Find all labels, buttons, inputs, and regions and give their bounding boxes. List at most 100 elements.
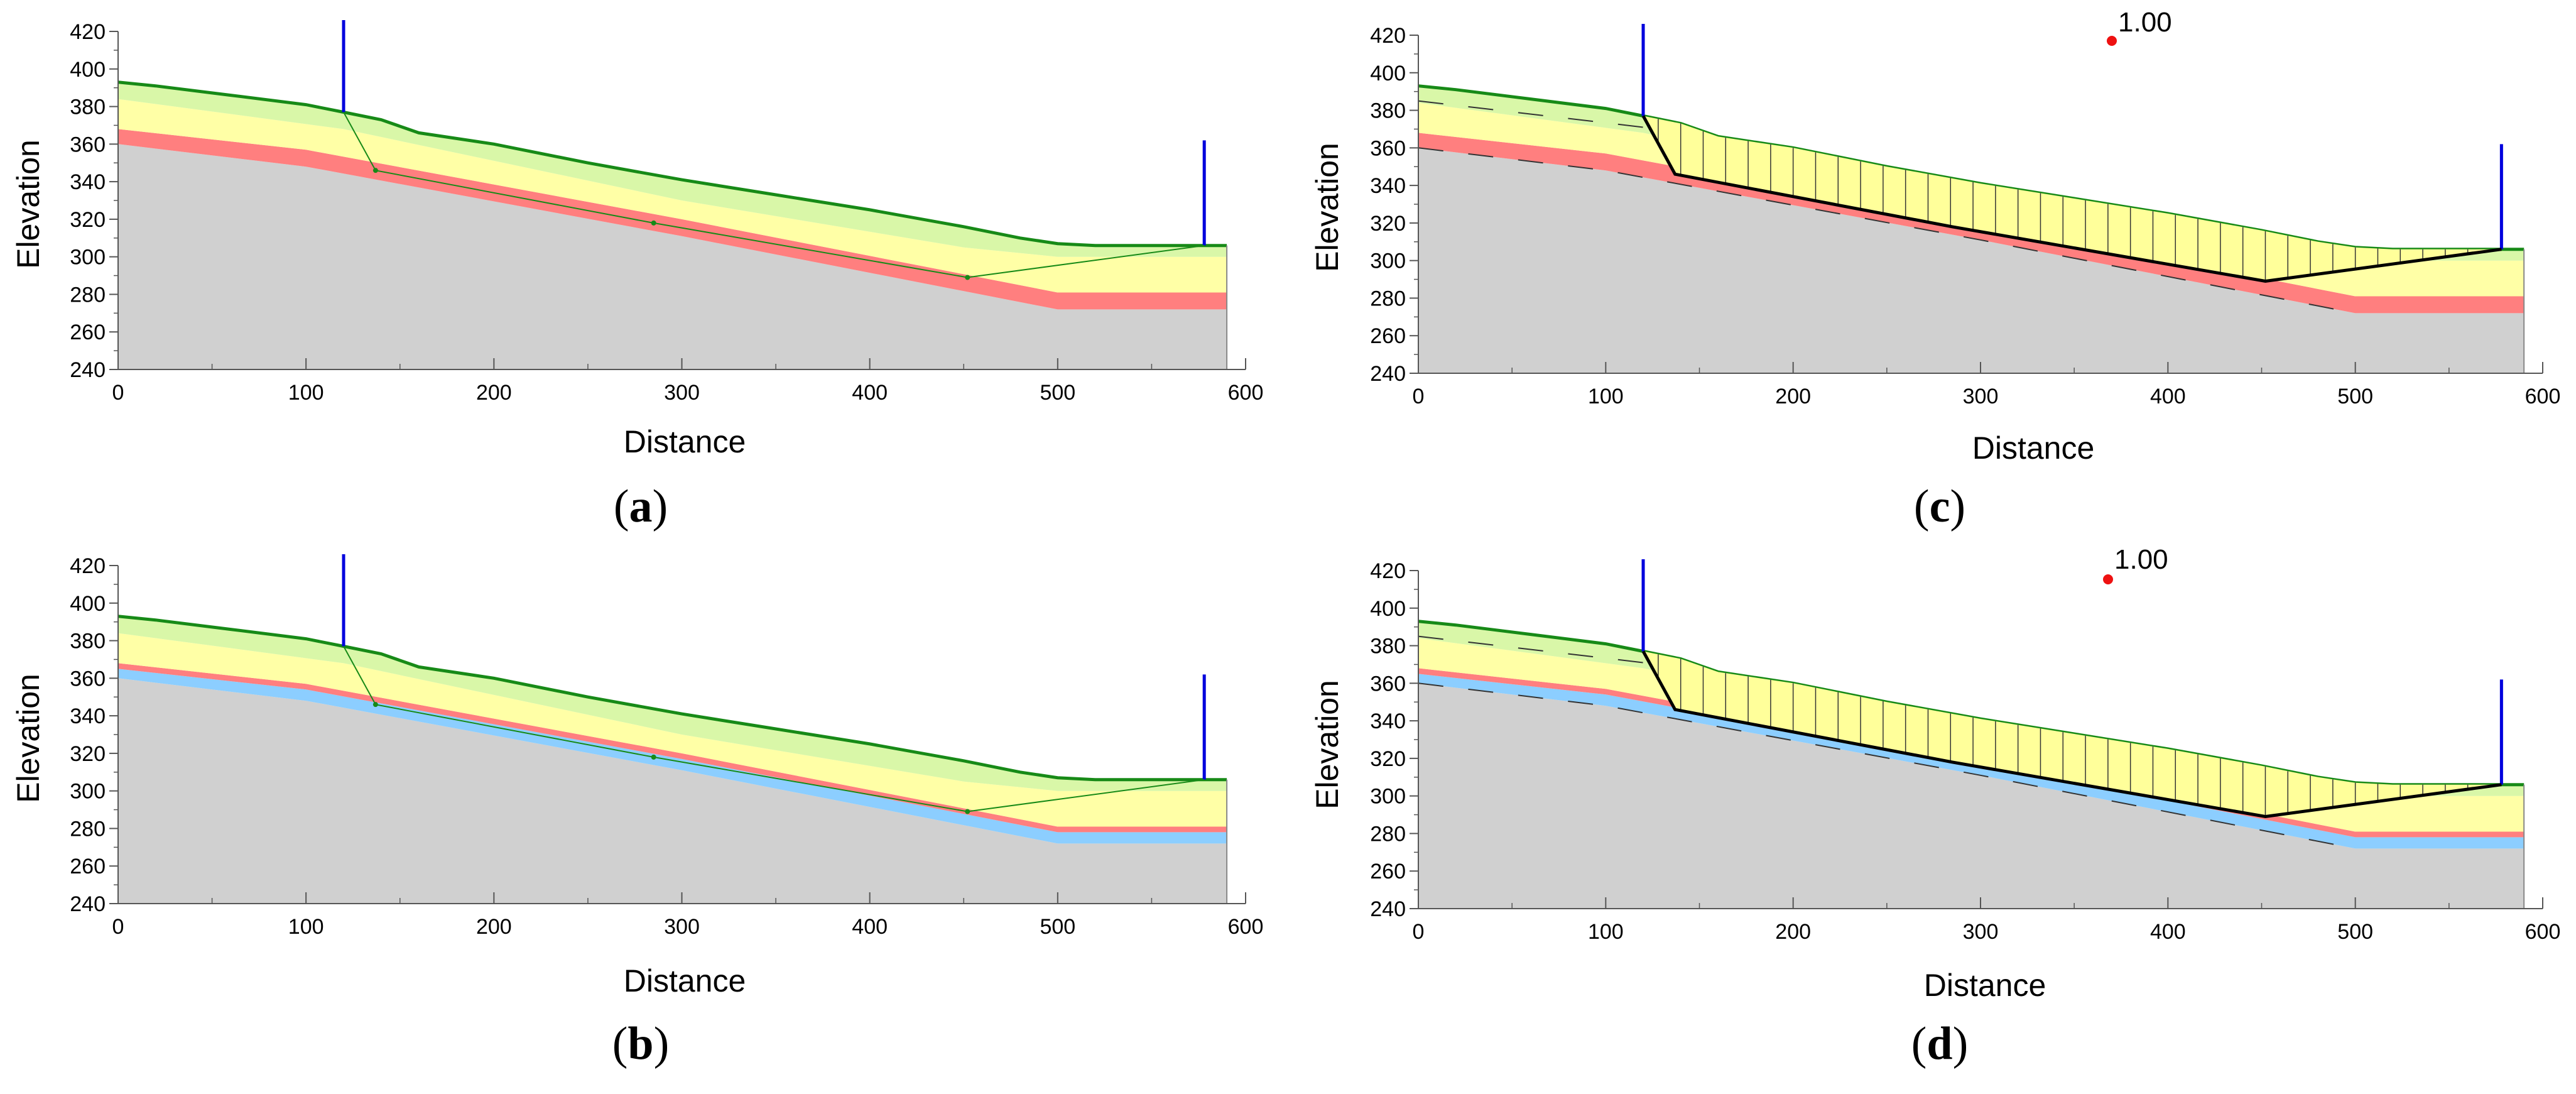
- y-tick-label: 420: [70, 20, 106, 44]
- y-axis-title: Elevation: [11, 139, 46, 269]
- panel-caption: (b): [612, 1018, 669, 1069]
- soil-layers: [117, 554, 1228, 904]
- soil-layers: [117, 20, 1228, 370]
- bedrock-layer: [1418, 148, 2524, 374]
- x-tick-label: 0: [112, 915, 124, 939]
- y-tick-label: 320: [70, 208, 106, 232]
- y-tick-label: 340: [1370, 709, 1406, 733]
- y-tick-label: 380: [70, 96, 106, 119]
- y-tick-label: 400: [70, 58, 106, 82]
- y-tick-label: 300: [70, 246, 106, 270]
- failure-surface-vertex: [651, 220, 656, 226]
- panel-d: 240 260 280 300 320 340 360 380 400 420 0 100 200 300…: [1310, 544, 2560, 1069]
- bedrock-layer: [1418, 683, 2524, 909]
- x-tick-label: 400: [2150, 385, 2186, 408]
- y-tick-label: 380: [70, 630, 106, 654]
- x-tick-label: 100: [1588, 920, 1624, 944]
- y-tick-label: 340: [70, 704, 106, 728]
- y-tick-label: 380: [1370, 635, 1406, 659]
- y-tick-label: 420: [1370, 24, 1406, 48]
- x-tick-label: 0: [1413, 385, 1425, 408]
- x-tick-label: 200: [1775, 385, 1811, 408]
- x-axis-title: Distance: [624, 963, 746, 998]
- x-tick-label: 600: [2525, 385, 2561, 408]
- y-tick-label: 280: [1370, 822, 1406, 846]
- axes: 240 260 280 300 320 340 360 380 400 420 0 100 200 300…: [70, 554, 1263, 939]
- y-tick-label: 360: [70, 667, 106, 691]
- x-tick-label: 600: [1228, 915, 1264, 939]
- slip-surface-group: [1418, 100, 2502, 314]
- x-tick-label: 400: [2150, 920, 2186, 944]
- x-axis-title: Distance: [624, 424, 746, 459]
- y-tick-label: 400: [1370, 597, 1406, 621]
- x-tick-label: 500: [2337, 920, 2373, 944]
- panel-caption: (a): [614, 481, 668, 532]
- y-tick-label: 360: [1370, 136, 1406, 160]
- y-axis-title: Elevation: [1310, 680, 1345, 809]
- y-tick-label: 400: [70, 592, 106, 616]
- factor-of-safety-label: 1.00: [2118, 7, 2172, 38]
- y-tick-label: 280: [1370, 287, 1406, 310]
- y-tick-label: 380: [1370, 99, 1406, 123]
- factor-of-safety-dot: [2107, 36, 2117, 46]
- y-tick-label: 300: [1370, 249, 1406, 273]
- axes: 240 260 280 300 320 340 360 380 400 420 0 100 200 300…: [1370, 559, 2560, 944]
- failure-surface-vertex: [965, 275, 970, 280]
- y-tick-label: 340: [1370, 174, 1406, 198]
- x-axis-title: Distance: [1924, 968, 2046, 1003]
- slip-surface-group: [1418, 635, 2502, 850]
- y-tick-label: 320: [70, 742, 106, 766]
- axes: 240 260 280 300 320 340 360 380 400 420 0 100 200 300…: [70, 20, 1263, 405]
- failure-surface-vertex: [372, 702, 378, 708]
- factor-of-safety-dot: [2103, 574, 2113, 584]
- x-tick-label: 100: [288, 915, 324, 939]
- y-tick-label: 240: [70, 358, 106, 382]
- y-tick-label: 300: [70, 780, 106, 804]
- x-tick-label: 200: [476, 381, 512, 405]
- critical-slip-surface: [1641, 115, 2502, 283]
- x-tick-label: 500: [1040, 381, 1075, 405]
- y-tick-label: 260: [1370, 324, 1406, 348]
- y-tick-label: 420: [1370, 559, 1406, 583]
- y-tick-label: 360: [1370, 672, 1406, 696]
- x-tick-label: 300: [1963, 920, 1999, 944]
- x-tick-label: 100: [1588, 385, 1624, 408]
- bedrock-layer: [118, 678, 1227, 904]
- panel-caption: (d): [1911, 1018, 1968, 1069]
- x-tick-label: 500: [2337, 385, 2373, 408]
- y-tick-label: 320: [1370, 212, 1406, 236]
- y-tick-label: 260: [70, 855, 106, 878]
- x-axis-title: Distance: [1972, 430, 2095, 466]
- bedrock-layer: [118, 144, 1227, 370]
- sliding-mass: [1643, 116, 2502, 282]
- x-tick-label: 200: [476, 915, 512, 939]
- y-tick-label: 240: [1370, 897, 1406, 921]
- axes: 240 260 280 300 320 340 360 380 400 420 0 100 200 300…: [1370, 24, 2560, 408]
- sliding-mass: [1643, 651, 2502, 817]
- critical-slip-surface: [1641, 650, 2502, 819]
- soil-layer: [118, 633, 1227, 827]
- saturated-layer: [1418, 674, 2524, 849]
- x-tick-label: 0: [1413, 920, 1425, 944]
- failure-surface-vertex: [372, 168, 378, 173]
- x-tick-label: 400: [852, 381, 888, 405]
- panel-a: 240 260 280 300 320 340 360 380 400 420 0 100 200 300…: [11, 20, 1263, 532]
- x-tick-label: 300: [1963, 385, 1999, 408]
- y-tick-label: 340: [70, 170, 106, 194]
- failure-surface-vertex: [651, 754, 656, 760]
- x-tick-label: 400: [852, 915, 888, 939]
- y-tick-label: 400: [1370, 62, 1406, 85]
- dashed-boundary-lower: [1418, 147, 2356, 314]
- y-tick-label: 280: [70, 817, 106, 841]
- x-tick-label: 600: [2525, 920, 2561, 944]
- y-tick-label: 360: [70, 133, 106, 156]
- x-tick-label: 0: [112, 381, 124, 405]
- weak-layer: [118, 663, 1227, 833]
- dashed-boundary-lower: [1418, 682, 2356, 850]
- failure-surface-vertex: [965, 809, 970, 814]
- y-tick-label: 420: [70, 554, 106, 578]
- saturated-layer: [118, 669, 1227, 844]
- panel-b: 240 260 280 300 320 340 360 380 400 420 0 100 200 300…: [11, 554, 1263, 1069]
- x-tick-label: 100: [288, 381, 324, 405]
